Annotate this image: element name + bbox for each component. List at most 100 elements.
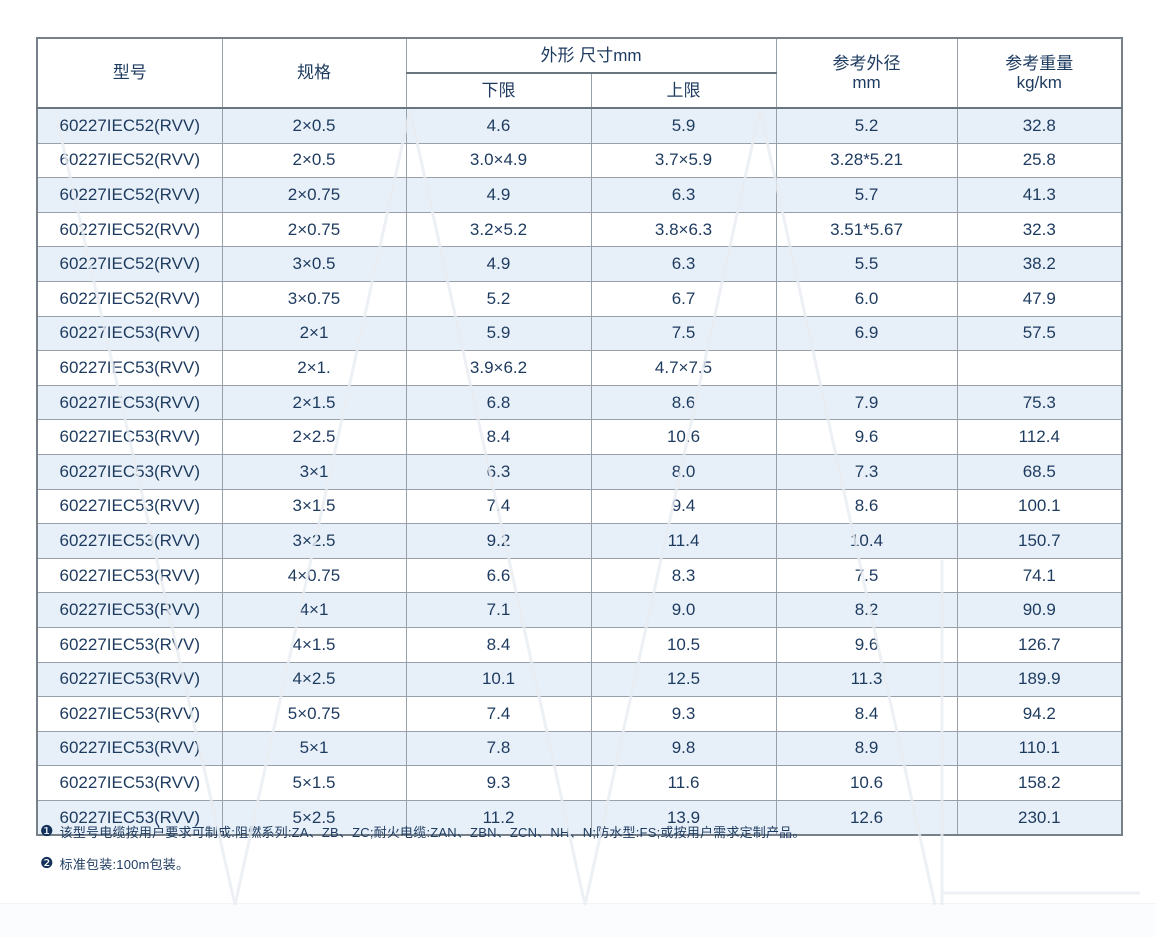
table-row: 60227IEC52(RVV) 2×0.5 4.6 5.9 5.2 32.8 — [36, 106, 1123, 144]
table-row: 60227IEC53(RVV) 2×1 5.9 7.5 6.9 57.5 — [36, 315, 1123, 352]
table-cell: 4.7×7.5 — [590, 350, 777, 386]
table-cell: 2×1. — [221, 350, 407, 386]
cable-spec-table: 型号 规格 外形 尺寸mm 参考外径 mm 参考重量 kg/km 下限 上限 6… — [36, 37, 1124, 837]
footnote-custom-products: ❶ 该型号电缆按用户要求可制成:阻燃系列:ZA、ZB、ZC;耐火电缆:ZAN、Z… — [40, 822, 806, 841]
table-cell: 60227IEC52(RVV) — [36, 211, 223, 248]
table-row: 60227IEC53(RVV) 4×1 7.1 9.0 8.2 90.9 — [36, 592, 1123, 628]
table-cell: 60227IEC52(RVV) — [36, 106, 223, 144]
table-cell: 5.2 — [405, 280, 592, 317]
table-cell: 9.3 — [405, 765, 592, 801]
table-row: 60227IEC53(RVV) 2×1.5 6.8 8.6 7.9 75.3 — [36, 384, 1123, 421]
table-row: 60227IEC53(RVV) 2×2.5 8.4 10.6 9.6 112.4 — [36, 419, 1123, 455]
table-cell: 2×0.5 — [221, 142, 407, 179]
table-cell: 75.3 — [956, 384, 1123, 421]
table-cell: 60227IEC53(RVV) — [36, 557, 223, 594]
table-cell: 8.4 — [775, 696, 958, 732]
table-cell: 5.9 — [405, 315, 592, 352]
table-cell: 25.8 — [956, 142, 1123, 179]
table-cell: 10.5 — [590, 626, 777, 663]
col-header-model: 型号 — [36, 37, 223, 109]
table-cell: 38.2 — [956, 246, 1123, 282]
table-row: 60227IEC53(RVV) 3×2.5 9.2 11.4 10.4 150.7 — [36, 523, 1123, 559]
table-cell: 126.7 — [956, 626, 1123, 663]
table-cell — [956, 350, 1123, 386]
table-cell: 8.4 — [405, 419, 592, 455]
table-cell: 3.0×4.9 — [405, 142, 592, 179]
footnotes: ❶ 该型号电缆按用户要求可制成:阻燃系列:ZA、ZB、ZC;耐火电缆:ZAN、Z… — [40, 822, 806, 886]
col-header-ref-weight-line1: 参考重量 — [1005, 53, 1074, 73]
table-cell: 10.6 — [590, 419, 777, 455]
table-cell: 4.9 — [405, 177, 592, 213]
table-cell: 6.3 — [590, 246, 777, 282]
table-cell: 158.2 — [956, 765, 1123, 801]
table-cell: 60227IEC53(RVV) — [36, 592, 223, 628]
table-cell: 9.4 — [590, 488, 777, 525]
table-cell: 10.1 — [405, 661, 592, 698]
table-cell: 4×0.75 — [221, 557, 407, 594]
table-cell: 8.4 — [405, 626, 592, 663]
table-row: 60227IEC53(RVV) 5×0.75 7.4 9.3 8.4 94.2 — [36, 696, 1123, 732]
table-row: 60227IEC53(RVV) 5×1 7.8 9.8 8.9 110.1 — [36, 730, 1123, 767]
table-cell: 60227IEC52(RVV) — [36, 142, 223, 179]
table-cell: 9.6 — [775, 626, 958, 663]
table-cell: 3.51*5.67 — [775, 211, 958, 248]
table-cell: 150.7 — [956, 523, 1123, 559]
table-cell: 6.0 — [775, 280, 958, 317]
table-row: 60227IEC53(RVV) 5×1.5 9.3 11.6 10.6 158.2 — [36, 765, 1123, 801]
table-cell: 2×0.75 — [221, 211, 407, 248]
table-row: 60227IEC53(RVV) 4×1.5 8.4 10.5 9.6 126.7 — [36, 626, 1123, 663]
table-cell: 74.1 — [956, 557, 1123, 594]
col-header-ref-outer-diameter: 参考外径 mm — [775, 37, 958, 109]
table-cell: 5.2 — [775, 106, 958, 144]
table-cell: 7.1 — [405, 592, 592, 628]
table-row: 60227IEC52(RVV) 2×0.75 4.9 6.3 5.7 41.3 — [36, 177, 1123, 213]
table-cell: 8.2 — [775, 592, 958, 628]
table-cell: 12.5 — [590, 661, 777, 698]
table-cell: 11.6 — [590, 765, 777, 801]
table-cell: 4.9 — [405, 246, 592, 282]
table-cell: 6.9 — [775, 315, 958, 352]
table-cell: 60227IEC53(RVV) — [36, 626, 223, 663]
table-cell: 57.5 — [956, 315, 1123, 352]
footnote-2-marker: ❷ — [40, 855, 54, 872]
table-cell: 189.9 — [956, 661, 1123, 698]
table-cell: 7.4 — [405, 488, 592, 525]
col-header-ref-od-line2: mm — [852, 73, 881, 92]
table-cell: 41.3 — [956, 177, 1123, 213]
table-row: 60227IEC53(RVV) 2×1. 3.9×6.2 4.7×7.5 — [36, 350, 1123, 386]
col-header-ref-weight: 参考重量 kg/km — [956, 37, 1123, 109]
table-cell: 8.6 — [775, 488, 958, 525]
table-cell: 2×2.5 — [221, 419, 407, 455]
table-cell: 94.2 — [956, 696, 1123, 732]
table-cell: 230.1 — [956, 799, 1123, 836]
table-cell: 60227IEC53(RVV) — [36, 661, 223, 698]
table-cell: 60227IEC52(RVV) — [36, 177, 223, 213]
footnote-1-text: 该型号电缆按用户要求可制成:阻燃系列:ZA、ZB、ZC;耐火电缆:ZAN、ZBN… — [59, 825, 806, 840]
table-cell: 9.6 — [775, 419, 958, 455]
table-cell: 2×1 — [221, 315, 407, 352]
table-cell: 60227IEC53(RVV) — [36, 696, 223, 732]
col-header-ref-weight-line2: kg/km — [1016, 73, 1062, 92]
table-cell: 11.4 — [590, 523, 777, 559]
table-cell: 60227IEC53(RVV) — [36, 730, 223, 767]
table-cell: 7.5 — [775, 557, 958, 594]
table-cell: 4×1 — [221, 592, 407, 628]
table-cell: 5×1.5 — [221, 765, 407, 801]
table-cell: 10.4 — [775, 523, 958, 559]
table-cell: 7.8 — [405, 730, 592, 767]
table-cell: 3×1 — [221, 453, 407, 490]
table-cell: 7.9 — [775, 384, 958, 421]
table-cell: 5×1 — [221, 730, 407, 767]
table-cell: 60227IEC53(RVV) — [36, 315, 223, 352]
bottom-strip — [0, 903, 1156, 937]
table-cell: 60227IEC53(RVV) — [36, 419, 223, 455]
table-row: 60227IEC52(RVV) 2×0.75 3.2×5.2 3.8×6.3 3.51*… — [36, 211, 1123, 248]
table-cell: 3×0.5 — [221, 246, 407, 282]
footnote-1-marker: ❶ — [40, 823, 54, 840]
table-cell: 100.1 — [956, 488, 1123, 525]
table-cell: 60227IEC53(RVV) — [36, 765, 223, 801]
table-cell: 68.5 — [956, 453, 1123, 490]
table-cell: 32.8 — [956, 106, 1123, 144]
table-cell: 4×2.5 — [221, 661, 407, 698]
